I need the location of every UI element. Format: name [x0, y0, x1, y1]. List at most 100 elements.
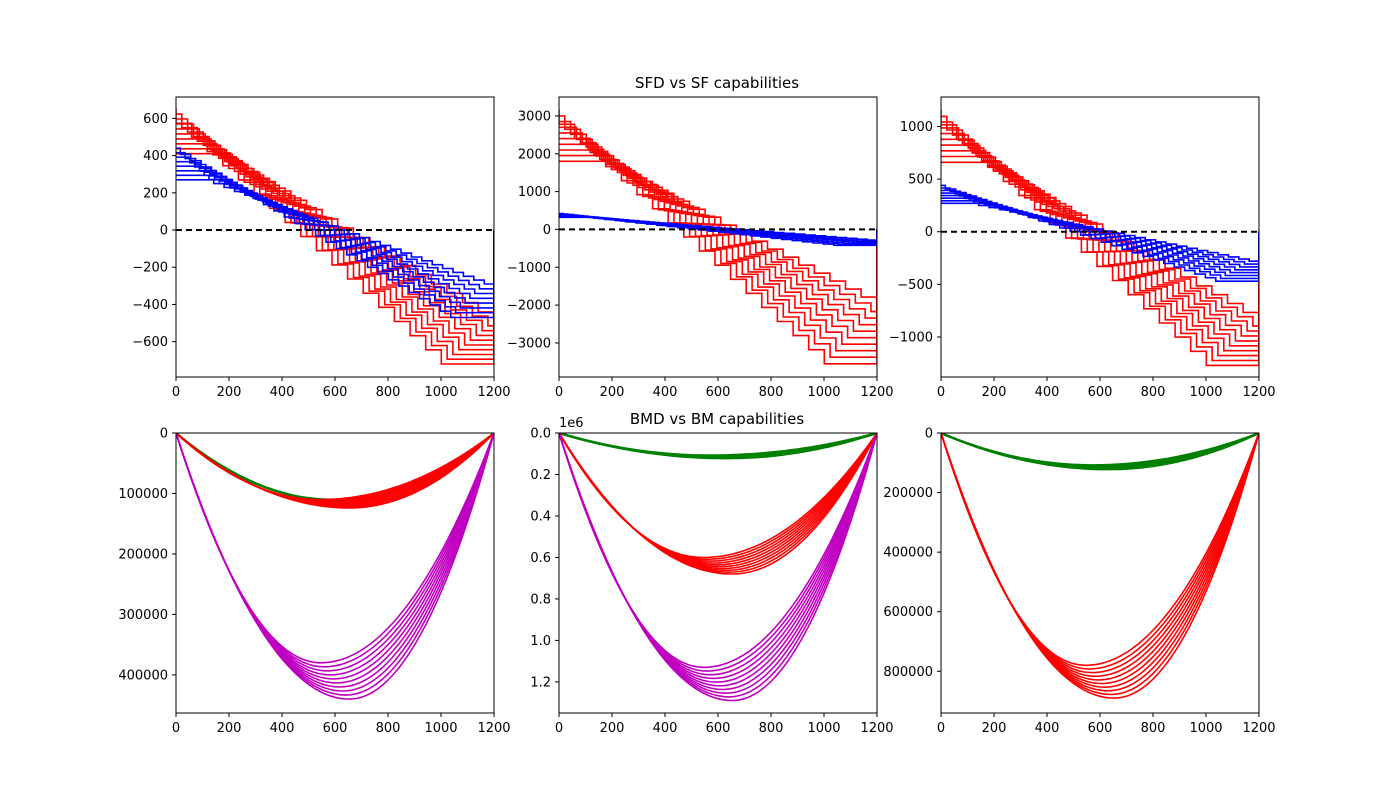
x-tick-label: 800	[759, 721, 784, 736]
series-green-line	[559, 433, 877, 460]
x-tick-label: 800	[376, 721, 401, 736]
y-tick-label: −500	[897, 278, 933, 293]
x-tick-label: 1200	[860, 721, 893, 736]
series-green-line	[941, 433, 1259, 471]
x-tick-label: 600	[1088, 385, 1113, 400]
y-tick-label: −600	[132, 335, 168, 350]
y-tick-label: 0.2	[530, 468, 551, 483]
x-tick-label: 1000	[807, 721, 840, 736]
panel-top-middle: 0 200 400 600 800 1000 1200 −3000 −2000 −1000 0 100…	[507, 96, 894, 400]
y-tick-label: −1000	[507, 261, 551, 276]
x-tick-label: 1000	[424, 721, 457, 736]
x-tick-label: 1200	[1242, 721, 1275, 736]
y-tick-label: −2000	[507, 299, 551, 314]
x-tick-label: 400	[1035, 721, 1060, 736]
plot-area	[559, 433, 877, 702]
x-tick-label: 0	[555, 385, 563, 400]
x-tick-label: 1000	[424, 385, 457, 400]
y-tick-label: 0	[160, 427, 168, 442]
x-tick-label: 400	[653, 385, 678, 400]
x-tick-label: 200	[982, 721, 1007, 736]
x-tick-label: 0	[172, 721, 180, 736]
y-tick-label: 500	[908, 173, 933, 188]
x-tick-label: 600	[706, 721, 731, 736]
x-tick-label: 200	[600, 721, 625, 736]
y-offset-label: 1e6	[559, 416, 584, 431]
plot-area	[941, 109, 1259, 367]
y-tick-label: 0	[543, 223, 551, 238]
x-tick-label: 800	[1141, 721, 1166, 736]
y-tick-label: 0	[160, 224, 168, 239]
y-tick-label: 400000	[883, 546, 933, 561]
x-tick-label: 800	[1141, 385, 1166, 400]
x-tick-label: 1200	[860, 385, 893, 400]
y-tick-label: 0.0	[530, 427, 551, 442]
x-tick-label: 0	[555, 721, 563, 736]
y-tick-label: 200000	[118, 547, 168, 562]
y-tick-label: 0.6	[530, 551, 551, 566]
x-tick-label: 1200	[477, 385, 510, 400]
x-tick-label: 1000	[807, 385, 840, 400]
x-tick-label: 1000	[1189, 385, 1222, 400]
y-tick-label: 300000	[118, 608, 168, 623]
y-tick-label: −3000	[507, 336, 551, 351]
plot-area	[941, 433, 1259, 699]
x-tick-label: 200	[600, 385, 625, 400]
x-tick-label: 800	[759, 385, 784, 400]
panel-bottom-right: 0 200 400 600 800 1000 1200 0 200000 400000 600000…	[883, 427, 1275, 737]
y-tick-label: 200	[143, 186, 168, 201]
y-tick-label: −200	[132, 261, 168, 276]
panel-top-right: 0 200 400 600 800 1000 1200 −1000 −500 0 500 1000	[889, 96, 1276, 400]
y-tick-label: 1000	[518, 185, 551, 200]
x-tick-label: 600	[706, 385, 731, 400]
x-tick-label: 200	[982, 385, 1007, 400]
y-tick-label: 600000	[883, 605, 933, 620]
x-tick-label: 200	[217, 385, 242, 400]
y-tick-label: 1.0	[530, 634, 551, 649]
y-tick-label: 200000	[883, 486, 933, 501]
x-tick-label: 600	[323, 721, 348, 736]
y-tick-label: 2000	[518, 147, 551, 162]
bmd-title: BMD vs BM capabilities	[630, 410, 804, 428]
y-tick-label: 0	[925, 225, 933, 240]
plot-area	[176, 433, 494, 700]
plot-area	[559, 109, 877, 365]
x-tick-label: 0	[172, 385, 180, 400]
x-tick-label: 600	[323, 385, 348, 400]
y-tick-label: 600	[143, 112, 168, 127]
series-red-line	[176, 433, 494, 509]
x-tick-label: 400	[270, 385, 295, 400]
x-tick-label: 1000	[1189, 721, 1222, 736]
x-tick-label: 400	[270, 721, 295, 736]
y-tick-label: 3000	[518, 109, 551, 124]
x-tick-label: 0	[937, 721, 945, 736]
y-tick-label: 400	[143, 149, 168, 164]
x-tick-label: 400	[653, 721, 678, 736]
series-red-line	[559, 433, 877, 575]
x-tick-label: 0	[937, 385, 945, 400]
x-tick-label: 800	[376, 385, 401, 400]
y-tick-label: 0.8	[530, 592, 551, 607]
x-tick-label: 600	[1088, 721, 1113, 736]
panel-top-left: 0 200 400 600 800 1000 1200 −600 −400 −200 0 200 400…	[132, 96, 511, 400]
y-tick-label: −1000	[889, 331, 933, 346]
x-tick-label: 200	[217, 721, 242, 736]
y-tick-label: 1000	[900, 120, 933, 135]
y-tick-label: 0	[925, 427, 933, 442]
x-tick-label: 400	[1035, 385, 1060, 400]
y-tick-label: 800000	[883, 665, 933, 680]
panel-bottom-left: 0 200 400 600 800 1000 1200 0 100000 200000 300000…	[118, 427, 510, 737]
series-magenta-line	[176, 433, 494, 700]
sfd-title: SFD vs SF capabilities	[635, 74, 799, 92]
series-red-line	[941, 433, 1259, 699]
panel-bottom-middle: 0 200 400 600 800 1000 1200 0.0 0.2 0.4 0.6 0.8 1.0 1…	[530, 416, 893, 736]
y-tick-label: 100000	[118, 487, 168, 502]
series-magenta-line	[559, 433, 877, 702]
y-tick-label: 400000	[118, 668, 168, 683]
y-tick-label: 0.4	[530, 509, 551, 524]
x-tick-label: 1200	[477, 721, 510, 736]
y-tick-label: −400	[132, 298, 168, 313]
y-tick-label: 1.2	[530, 675, 551, 690]
x-tick-label: 1200	[1242, 385, 1275, 400]
